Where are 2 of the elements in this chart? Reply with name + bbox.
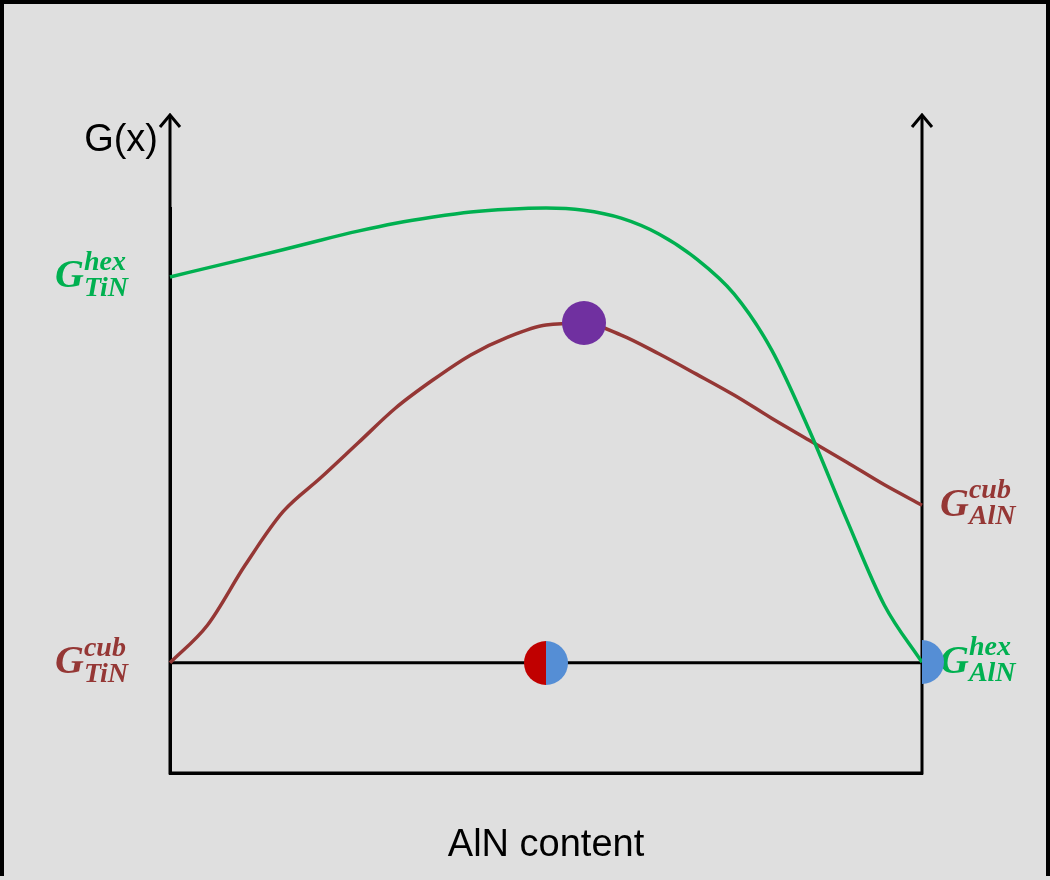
y-axis-title: G(x) — [84, 117, 158, 160]
x-axis-title: AlN content — [447, 822, 645, 865]
